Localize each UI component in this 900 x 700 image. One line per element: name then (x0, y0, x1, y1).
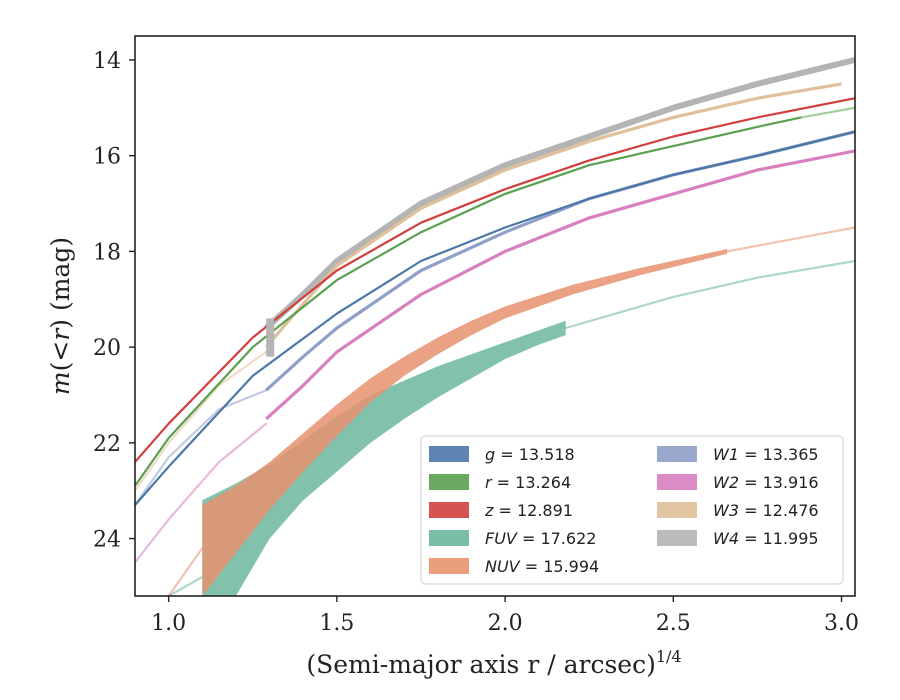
legend-label: W1 = 13.365 (713, 445, 819, 464)
legend-entry-fuv: FUV = 17.622 (429, 529, 596, 548)
tail-w1 (135, 389, 268, 507)
y-tick-label: 16 (93, 145, 121, 170)
line-z (135, 97, 855, 463)
y-tick-label: 20 (93, 336, 121, 361)
w4-inner-patch (266, 318, 275, 357)
legend-box (420, 435, 844, 585)
legend-swatch (429, 558, 469, 574)
plot-frame (134, 35, 856, 597)
legend-entry-w2: W2 = 13.916 (657, 473, 819, 492)
legend-label: r = 13.264 (485, 473, 571, 492)
x-tick-label: 3.0 (824, 611, 859, 636)
y-tick-label: 18 (93, 240, 121, 265)
legend-label: z = 12.891 (484, 501, 573, 520)
series-layer (135, 56, 855, 596)
legend-label: W2 = 13.916 (713, 473, 819, 492)
tail-r (800, 106, 855, 119)
legend-entry-g: g = 13.518 (429, 445, 575, 464)
x-tick-label: 1.5 (319, 611, 354, 636)
legend-entry-w3: W3 = 12.476 (657, 501, 819, 520)
legend-swatch (657, 474, 697, 490)
legend-label: W4 = 11.995 (713, 529, 819, 548)
legend-swatch (429, 446, 469, 462)
tail-fuv (564, 259, 855, 330)
tail-fuv-inner (167, 575, 204, 596)
legend-entry-r: r = 13.264 (429, 473, 571, 492)
x-tick-label: 1.0 (151, 611, 186, 636)
line-w3 (264, 82, 842, 349)
line-w4 (264, 56, 855, 331)
legend-swatch (657, 446, 697, 462)
legend-label: g = 13.518 (485, 445, 575, 464)
legend: g = 13.518 r = 13.264 z = 12.891 FUV = 17.6… (420, 435, 844, 585)
legend-entry-z: z = 12.891 (429, 501, 573, 520)
tail-nuv (726, 226, 855, 253)
legend-swatch (429, 474, 469, 490)
x-axis-label: (Semi-major axis r / arcsec)1/4 (306, 647, 681, 679)
x-tick-label: 2.5 (656, 611, 691, 636)
tail-w2 (135, 422, 268, 564)
legend-swatch (657, 502, 697, 518)
ticks-layer: 1.0 1.5 2.0 2.5 3.0 14 16 18 20 22 24 (93, 49, 859, 636)
tail-nuv-inner (167, 547, 204, 596)
legend-entry-w4: W4 = 11.995 (657, 529, 819, 548)
legend-entry-nuv: NUV = 15.994 (429, 557, 599, 576)
x-tick-label: 2.0 (488, 611, 523, 636)
legend-swatch (429, 502, 469, 518)
band-fuv (202, 320, 566, 596)
line-w2 (265, 149, 855, 421)
legend-swatch (429, 530, 469, 546)
y-tick-label: 24 (93, 528, 121, 553)
line-r (135, 116, 802, 487)
y-tick-label: 22 (93, 432, 121, 457)
y-tick-label: 14 (93, 49, 121, 74)
y-axis-label: m(<r) (mag) (46, 237, 75, 395)
legend-label: W3 = 12.476 (713, 501, 819, 520)
legend-entry-w1: W1 = 13.365 (657, 445, 819, 464)
legend-label: FUV = 17.622 (485, 529, 596, 548)
legend-label: NUV = 15.994 (485, 557, 599, 576)
line-g (135, 130, 855, 506)
tail-w3 (135, 350, 268, 492)
legend-swatch (657, 530, 697, 546)
